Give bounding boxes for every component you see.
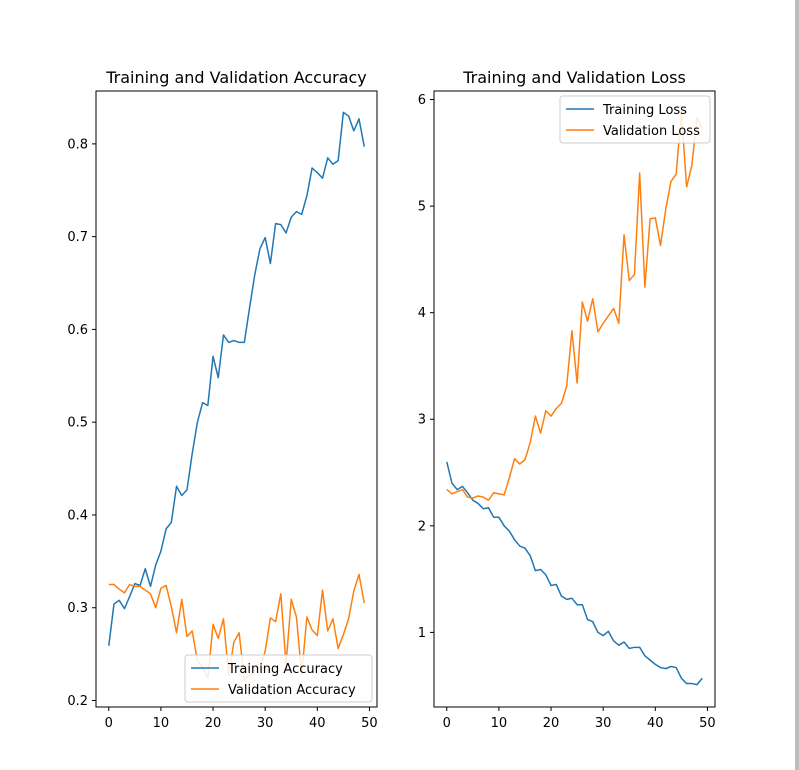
accuracy-series-1-line <box>108 573 365 680</box>
accuracy-y-tick-label: 0.4 <box>67 508 88 523</box>
loss-series-1-line <box>446 110 703 501</box>
loss-y-tick-label: 6 <box>418 93 426 108</box>
loss-axes-frame <box>433 90 716 708</box>
loss-y-tick-label: 2 <box>418 519 426 534</box>
accuracy-legend-label-1: Validation Accuracy <box>228 683 356 698</box>
loss-legend-label-0: Training Loss <box>602 103 687 118</box>
loss-legend: Training Loss Validation Loss <box>559 95 711 144</box>
accuracy-x-tick-label: 0 <box>105 716 113 731</box>
accuracy-y-tick-label: 0.6 <box>67 323 88 338</box>
loss-legend-box <box>559 95 711 144</box>
loss-y-tick-label: 4 <box>418 306 426 321</box>
loss-y-tick-label: 1 <box>418 626 426 641</box>
accuracy-y-tick-label: 0.8 <box>67 137 88 152</box>
accuracy-y-tick-label: 0.7 <box>67 230 88 245</box>
loss-x-tick-label: 10 <box>491 716 508 731</box>
accuracy-legend: Training Accuracy Validation Accuracy <box>184 654 373 703</box>
accuracy-x-tick-label: 30 <box>257 716 274 731</box>
window-edge <box>795 0 799 770</box>
accuracy-panel: Training and Validation Accuracy 0 10 20 30… <box>67 68 377 731</box>
accuracy-chart-title: Training and Validation Accuracy <box>105 68 367 87</box>
loss-x-tick-label: 40 <box>647 716 664 731</box>
loss-chart-title: Training and Validation Loss <box>462 68 686 87</box>
loss-panel: Training and Validation Loss 0 10 20 30 40 50… <box>418 68 716 731</box>
accuracy-y-tick-label: 0.3 <box>67 601 88 616</box>
loss-x-tick-label: 20 <box>543 716 560 731</box>
accuracy-x-tick-label: 20 <box>205 716 222 731</box>
accuracy-x-tick-label: 50 <box>361 716 378 731</box>
loss-x-tick-label: 30 <box>595 716 612 731</box>
loss-x-tick-label: 50 <box>699 716 716 731</box>
accuracy-y-tick-label: 0.2 <box>67 694 88 709</box>
accuracy-x-tick-label: 40 <box>309 716 326 731</box>
accuracy-legend-box <box>184 654 373 703</box>
loss-y-tick-label: 3 <box>418 413 426 428</box>
accuracy-x-tick-label: 10 <box>153 716 170 731</box>
accuracy-series-0-line <box>108 111 365 646</box>
loss-legend-label-1: Validation Loss <box>603 124 700 139</box>
accuracy-y-tick-label: 0.5 <box>67 416 88 431</box>
loss-y-tick-label: 5 <box>418 200 426 215</box>
loss-x-tick-label: 0 <box>443 716 451 731</box>
loss-series-0-line <box>446 461 703 686</box>
accuracy-legend-label-0: Training Accuracy <box>227 662 343 677</box>
accuracy-axes-frame <box>95 90 378 708</box>
